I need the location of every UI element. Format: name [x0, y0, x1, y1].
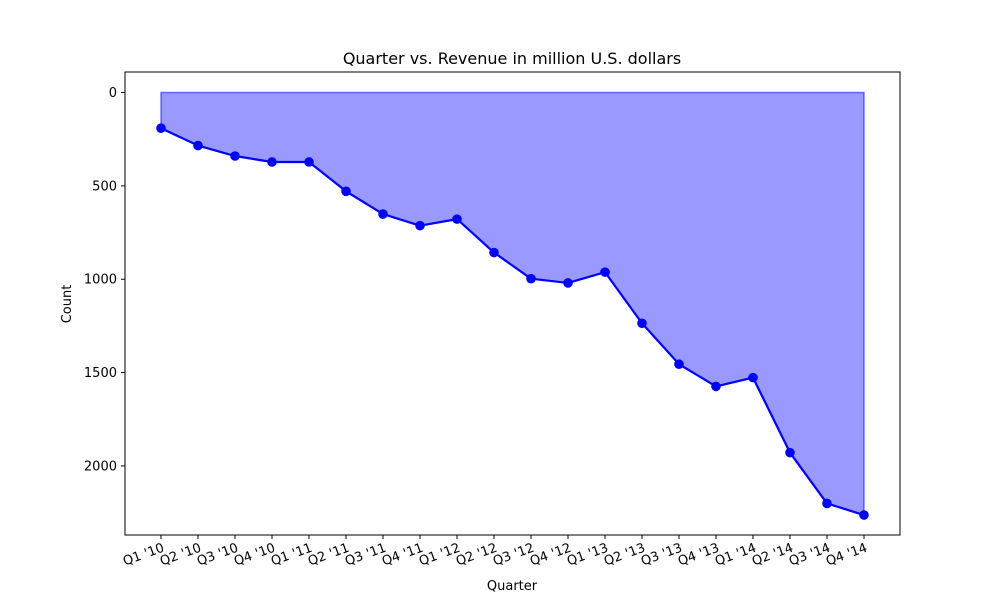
data-point — [526, 273, 536, 284]
data-point — [711, 381, 721, 392]
data-point — [193, 140, 203, 151]
data-point — [415, 220, 425, 231]
data-point — [452, 214, 462, 224]
data-point — [822, 498, 832, 509]
y-axis-label: Count — [60, 285, 75, 324]
data-point — [859, 510, 869, 520]
y-tick-label: 500 — [92, 179, 117, 194]
y-tick-label: 1500 — [84, 366, 117, 381]
data-point — [748, 372, 758, 383]
plot-area — [156, 91, 869, 520]
plot-frame — [124, 71, 901, 536]
data-point — [563, 278, 573, 288]
y-tick-label: 2000 — [84, 459, 117, 474]
data-point — [230, 151, 240, 161]
y-tick-label: 1000 — [84, 273, 117, 288]
data-point — [637, 318, 647, 329]
chart-title: Quarter vs. Revenue in million U.S. doll… — [343, 49, 681, 68]
data-point — [674, 359, 684, 369]
series-line — [160, 127, 865, 517]
data-point — [600, 267, 610, 277]
data-point — [156, 123, 166, 133]
y-tick-label: 0 — [109, 86, 117, 101]
data-point — [341, 186, 351, 197]
data-point — [378, 209, 388, 219]
area-fill — [160, 91, 865, 517]
x-tick-label: Q4 '14 — [824, 541, 869, 570]
data-point — [267, 157, 277, 167]
data-point — [304, 157, 314, 167]
data-point — [489, 247, 499, 258]
x-axis-label: Quarter — [487, 579, 538, 594]
data-point — [785, 447, 795, 458]
